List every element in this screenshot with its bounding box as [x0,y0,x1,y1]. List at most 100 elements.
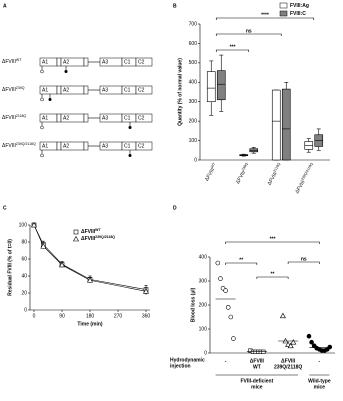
x-tick-label: 180 [86,313,95,319]
construct-label-sup: WT [16,58,22,62]
y-tick-label: 200 [199,302,208,308]
x-tick-label: 90 [59,313,65,319]
site-filled [128,154,132,157]
point [228,314,234,320]
y-tick-label: 0 [204,350,207,356]
y-tick-label: 300 [199,278,208,284]
domain-label: A1 [42,59,48,65]
group-label: Wild-type [308,378,331,384]
sig-label: ns [301,256,307,262]
point [218,276,223,281]
marker [40,243,47,249]
x-tick-label: ΔFVIII239Q [234,162,252,185]
domain-label: C1 [124,59,131,65]
sig-label: ns [246,28,252,34]
construct-label-sup: 239Q/2118Q [16,142,36,146]
x-tick-label-main: ΔFVIII [235,170,247,185]
domain-box [83,113,89,123]
legend-marker [73,229,79,235]
domain-box [135,85,153,95]
sig-bracket [215,49,250,52]
domain-label: A3 [102,87,108,93]
y-tick-label: 300 [189,99,198,105]
legend-label-main: ΔFVIII [81,229,96,235]
construct-label-main: ΔFVIII [2,87,16,93]
legend-label: FVIII:C [290,11,306,17]
y-tick-label: 400 [189,80,198,86]
domain-label: C1 [124,87,131,93]
y-tick-label: 20 [21,290,27,296]
point [231,336,236,341]
point [306,333,312,339]
panel-letter: C [3,205,7,211]
domain-label: C2 [138,143,145,149]
x-tick-label-sup: 239Q/2118Q [300,162,313,181]
domain-label: A1 [42,87,48,93]
domain-label: A3 [102,59,108,65]
x-tick-label-sup: 2118Q [273,162,282,173]
domain-label: A3 [102,115,108,121]
sig-label: *** [230,44,236,50]
domain-box [56,85,62,95]
y-tick-label: 400 [199,254,208,260]
point [309,339,314,345]
x-tick-label: - [225,358,227,364]
legend-label-sup: WT [95,228,101,232]
marker [142,288,150,294]
domain-box [83,57,89,67]
x-tick-label-main: ΔFVIII [295,180,307,195]
y-tick-label: 80 [21,239,27,245]
x-tick-label-sup: 239Q/2118Q [274,364,302,370]
x-tick-label: ΔFVIII2118Q [266,162,285,187]
legend-swatch [279,10,288,17]
domain-box [83,85,89,95]
y-tick-label: 100 [19,222,28,228]
sig-label: **** [261,12,269,18]
x-tick-label: ΔFVIII [281,358,296,364]
construct-label-sup: 2118Q [16,114,27,118]
x-tick-label-sup: 239Q [241,162,249,172]
y-tick-label: 500 [189,60,198,66]
sig-bracket [256,276,289,279]
domain-box [56,113,62,123]
legend-swatch [279,2,288,9]
y-tick-label: 700 [189,21,198,27]
domain-label: A2 [63,87,69,93]
y-tick-label: 60 [21,256,27,262]
group-label: FVIII-deficient [240,378,273,384]
construct-label: ΔFVIIIWT [2,58,22,65]
domain-label: C1 [124,115,131,121]
y-tick-label: 600 [189,41,198,47]
site-open [40,97,44,102]
domain-label: A2 [63,143,69,149]
y-axis-label: Quantity (% of normal value) [177,58,183,126]
legend-marker [72,235,80,242]
domain-label: C2 [138,87,145,93]
domain-box [83,141,89,151]
construct-label-main: ΔFVIII [2,59,16,65]
group-label: mice [314,384,326,390]
domain-label: A2 [63,115,69,121]
x-tick-label: 0 [33,313,36,319]
construct-label-main: ΔFVIII [2,143,16,149]
legend-label-main: ΔFVIII [81,236,96,242]
box [281,88,291,161]
x-tick-label-sup: WT [253,364,261,370]
x-tick-label: ΔFVIIIWT [203,161,220,182]
y-tick-label: 100 [189,138,198,144]
domain-label: C2 [138,59,145,65]
domain-box [135,113,153,123]
x-tick-label: - [319,358,321,364]
construct-label: ΔFVIII239Q/2118Q [2,142,36,149]
panel-letter: D [173,205,177,211]
site-open [40,69,44,74]
site-open [40,153,44,158]
construct-label: ΔFVIII239Q [2,86,25,93]
panel-letter: A [3,3,7,9]
group-label: mice [251,384,263,390]
x-axis-label: Time (min) [77,321,103,327]
point [327,344,333,350]
y-tick-label: 200 [189,118,198,124]
marker [58,261,66,268]
domain-box [135,141,153,151]
